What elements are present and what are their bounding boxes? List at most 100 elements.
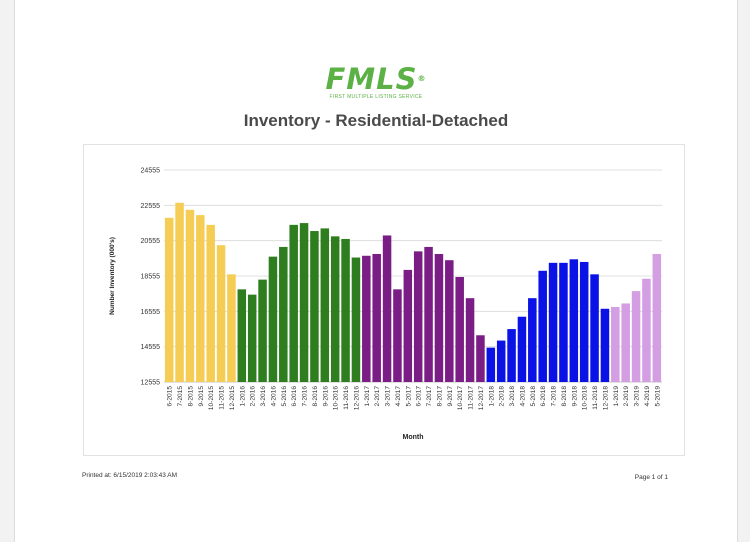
page-number: Page 1 of 1: [634, 474, 668, 481]
x-tick-label: 3-2018: [509, 386, 516, 407]
bar: [164, 217, 174, 382]
x-tick-label: 7-2016: [302, 386, 309, 407]
bar: [279, 246, 288, 382]
bar: [538, 270, 547, 382]
bar: [611, 307, 620, 382]
bar: [362, 255, 371, 382]
x-tick-label: 9-2015: [198, 386, 205, 407]
bar: [579, 261, 589, 382]
y-axis-label: Number Inventory (000's): [109, 237, 116, 315]
bar: [621, 303, 630, 382]
bar: [227, 274, 236, 382]
bar: [372, 254, 381, 382]
bar: [351, 257, 361, 382]
x-tick-label: 8-2016: [312, 386, 319, 407]
x-tick-label: 9-2017: [447, 386, 454, 407]
x-tick-label: 11-2015: [219, 386, 226, 410]
x-tick-label: 11-2017: [468, 386, 475, 410]
bar: [559, 262, 568, 382]
report-page: FMLS® FIRST MULTIPLE LISTING SERVICE Inv…: [14, 0, 738, 542]
bar: [445, 260, 454, 382]
x-tick-label: 2-2017: [374, 386, 381, 407]
x-tick-label: 11-2018: [592, 386, 599, 410]
x-tick-label: 10-2016: [333, 386, 340, 411]
inventory-bar-chart: 24555 22555 20555 18555 16555 14555 12555 6-201…: [109, 168, 662, 441]
bar: [330, 236, 340, 382]
bar: [507, 329, 516, 382]
x-tick-label: 4-2016: [270, 386, 277, 407]
bar: [185, 209, 195, 382]
bar: [600, 308, 610, 382]
report-title: Inventory - Residential-Detached: [243, 111, 509, 130]
x-tick-label: 1-2016: [239, 386, 246, 407]
bar: [341, 238, 350, 382]
x-tick-label: 5-2019: [654, 386, 661, 407]
x-tick-label: 2-2016: [250, 386, 257, 407]
x-tick-label: 10-2018: [582, 386, 589, 411]
x-tick-label: 12-2016: [353, 386, 360, 411]
x-tick-label: 1-2018: [488, 386, 495, 407]
x-tick-label: 2-2018: [499, 386, 506, 407]
x-tick-label: 3-2017: [385, 386, 392, 407]
x-tick-label: 3-2019: [634, 386, 641, 407]
x-tick-label: 8-2015: [187, 386, 194, 407]
x-tick-label: 1-2019: [613, 386, 620, 407]
x-tick-label: 10-2017: [457, 386, 464, 411]
bar: [299, 223, 309, 382]
x-tick-label: 5-2016: [281, 386, 288, 407]
x-tick-label: 7-2018: [551, 386, 558, 407]
y-tick-label: 24555: [141, 168, 161, 175]
y-tick-label: 14555: [141, 344, 161, 351]
bar: [247, 294, 257, 382]
bar: [268, 256, 278, 382]
x-tick-label: 4-2018: [519, 386, 526, 407]
x-tick-label: 6-2016: [291, 386, 298, 407]
bar: [569, 259, 579, 382]
bar: [517, 316, 527, 382]
bar: [528, 298, 537, 382]
chart-container: 24555 22555 20555 18555 16555 14555 12555 6-201…: [83, 144, 685, 456]
x-tick-label: 8-2017: [436, 386, 443, 407]
x-tick-label: 8-2018: [561, 386, 568, 407]
x-tick-label: 6-2018: [540, 386, 547, 407]
printed-timestamp: Printed at: 6/15/2019 2:03:43 AM: [82, 472, 178, 479]
x-axis-label: Month: [403, 434, 424, 441]
x-tick-label: 9-2018: [571, 386, 578, 407]
y-tick-label: 16555: [141, 309, 161, 316]
fmls-logo: FMLS® FIRST MULTIPLE LISTING SERVICE: [15, 64, 737, 100]
bar: [496, 340, 506, 382]
x-tick-label: 12-2018: [602, 386, 609, 411]
bar: [393, 289, 402, 382]
x-tick-label: 2-2019: [623, 386, 630, 407]
x-tick-label: 7-2015: [177, 386, 184, 407]
bar: [642, 278, 651, 382]
bar: [455, 276, 464, 382]
bar: [237, 289, 247, 382]
logo-subtitle: FIRST MULTIPLE LISTING SERVICE: [329, 94, 423, 100]
bar: [289, 224, 298, 382]
bar: [631, 291, 641, 382]
x-tick-label: 4-2019: [644, 386, 651, 407]
bar: [196, 215, 205, 382]
bar: [486, 347, 496, 382]
bar: [413, 251, 423, 382]
x-tick-label: 9-2016: [322, 386, 329, 407]
bar: [548, 262, 558, 382]
y-tick-label: 18555: [141, 274, 161, 281]
bar: [310, 231, 319, 382]
bar: [434, 254, 444, 382]
x-tick-label: 3-2016: [260, 386, 267, 407]
bar: [465, 298, 475, 382]
x-tick-label: 10-2015: [208, 386, 215, 411]
x-tick-label: 1-2017: [364, 386, 371, 407]
bar: [424, 246, 433, 382]
y-tick-label: 22555: [141, 203, 161, 210]
bar: [258, 279, 267, 382]
bar: [216, 245, 226, 382]
y-tick-label: 20555: [141, 238, 161, 245]
bar: [590, 274, 599, 382]
x-tick-label: 11-2016: [343, 386, 350, 410]
bar: [476, 335, 485, 382]
bar: [382, 235, 392, 382]
bar: [206, 224, 215, 382]
